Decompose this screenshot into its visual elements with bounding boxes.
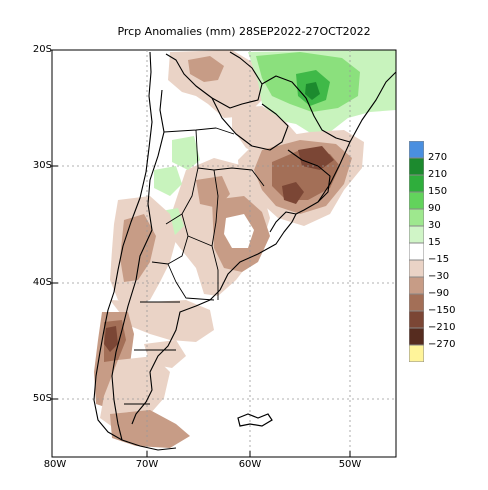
anomaly-dry-north-patagonia: [110, 300, 214, 342]
brazil-border: [261, 75, 351, 143]
legend-label-90: 90: [428, 203, 441, 214]
legend-label-neg30: −30: [428, 271, 450, 282]
chile-argentina-border: [111, 89, 165, 441]
legend-swatch-11: [409, 311, 424, 328]
anomaly-wet-tucuman: [172, 136, 200, 170]
uruguay-border: [287, 149, 331, 203]
anomaly-dry-uruguay-core: [298, 146, 334, 170]
legend-swatch-8: [409, 260, 424, 277]
legend-swatch-13: [409, 345, 424, 362]
anomaly-wet-brazil-core: [305, 82, 320, 100]
legend-label-neg15: −15: [428, 254, 450, 265]
anomaly-white-pampas: [224, 214, 254, 248]
atlantic-coastline: [131, 71, 396, 425]
legend-swatch-4: [409, 192, 424, 209]
legend-label-150: 150: [428, 186, 448, 197]
anomaly-dry-tierra-del-fuego: [110, 410, 190, 448]
lat-label-50s: 50S: [32, 393, 52, 404]
lat-label-30s: 30S: [32, 160, 52, 171]
legend-swatch-2: [409, 158, 424, 175]
falkland-islands: [237, 413, 273, 427]
legend-label-15: 15: [428, 237, 441, 248]
anomaly-shading: [94, 50, 396, 448]
bolivia-border: [165, 51, 263, 109]
map-frame: [51, 49, 397, 458]
legend-swatch-7: [409, 243, 424, 260]
map-title: Prcp Anomalies (mm) 28SEP2022-27OCT2022: [117, 25, 371, 38]
legend-label-270: 270: [428, 152, 448, 163]
anomaly-dry-south-patagonia: [100, 356, 170, 428]
legend-label-neg210: −210: [428, 322, 456, 333]
rio-de-la-plata: [269, 211, 297, 233]
anomaly-wet-catamarca: [154, 166, 182, 196]
tick-marks: [52, 165, 351, 457]
legend-swatch-9: [409, 277, 424, 294]
legend-label-210: 210: [428, 169, 448, 180]
legend-label-30: 30: [428, 220, 441, 231]
lat-label-20s: 20S: [32, 44, 52, 55]
anomaly-dry-chubut: [144, 340, 186, 368]
pacific-coastline: [93, 51, 177, 451]
lon-label-70w: 70W: [135, 459, 159, 470]
argentina-province-lines: [124, 127, 265, 405]
legend-swatch-3: [409, 175, 424, 192]
legend-swatch-12: [409, 328, 424, 345]
legend-label-neg90: −90: [428, 288, 450, 299]
lon-label-80w: 80W: [43, 459, 67, 470]
anomaly-dry-bolivia-core: [188, 56, 224, 82]
legend-swatch-6: [409, 226, 424, 243]
legend-swatch-5: [409, 209, 424, 226]
anomaly-dry-cordoba: [196, 176, 230, 208]
lat-label-40s: 40S: [32, 277, 52, 288]
anomaly-dry-entre-rios-core: [282, 182, 304, 204]
lon-label-50w: 50W: [338, 459, 362, 470]
legend-label-neg150: −150: [428, 305, 456, 316]
paraguay-border: [211, 97, 289, 151]
anomaly-dry-chile-extreme: [104, 326, 118, 352]
legend-swatch-1: [409, 141, 424, 158]
legend-label-neg270: −270: [428, 339, 456, 350]
lon-label-60w: 60W: [238, 459, 262, 470]
legend-swatch-10: [409, 294, 424, 311]
